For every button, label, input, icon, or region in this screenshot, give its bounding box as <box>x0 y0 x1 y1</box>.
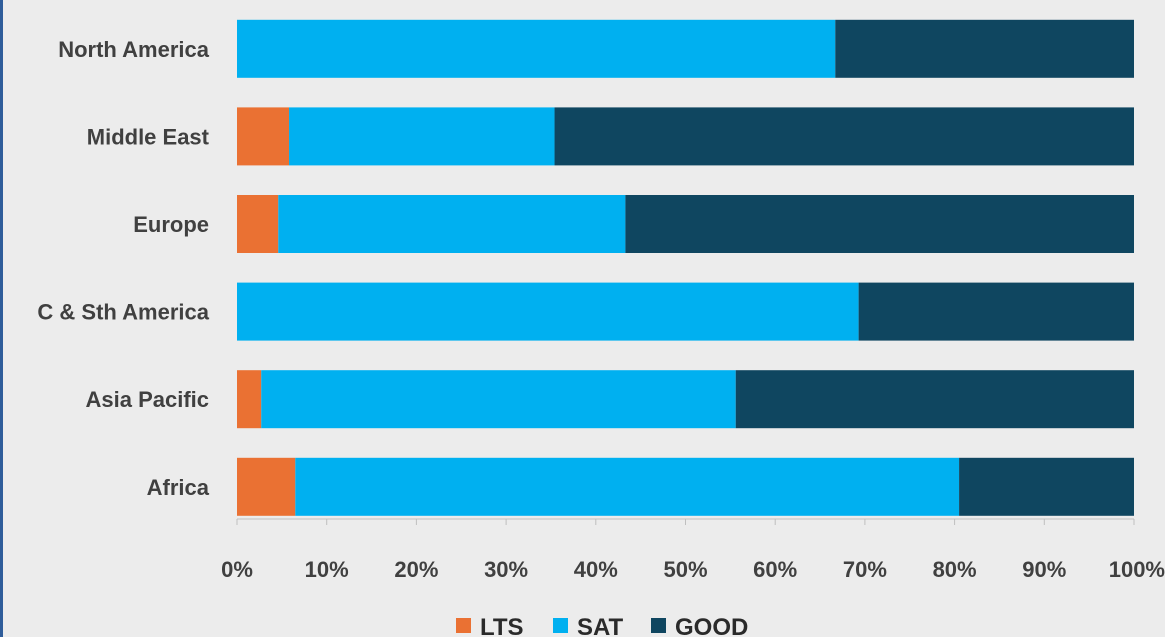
bar-asia-pacific-lts <box>237 370 262 429</box>
bar-middle-east-good <box>554 107 1134 166</box>
bar-c-sth-america-sat <box>237 282 859 341</box>
stacked-bar-chart: North America Middle East Europe C & Sth Am… <box>37 19 1165 637</box>
legend-swatch-good <box>651 618 666 633</box>
legend-label-sat: SAT <box>577 614 624 637</box>
bar-europe-lts <box>237 195 279 253</box>
x-tick-label-2: 20% <box>394 557 438 582</box>
bar-africa-good <box>959 457 1134 516</box>
legend-swatch-sat <box>553 618 568 633</box>
x-tick-label-7: 70% <box>843 557 887 582</box>
category-label-africa: Africa <box>147 475 210 500</box>
category-label-north-america: North America <box>58 37 210 62</box>
bar-asia-pacific-good <box>735 370 1134 429</box>
x-tick-label-9: 90% <box>1022 557 1066 582</box>
bar-middle-east-sat <box>289 107 555 166</box>
bar-europe-sat <box>278 195 626 253</box>
bar-north-america-good <box>835 19 1134 78</box>
category-label-middle-east: Middle East <box>87 124 210 149</box>
legend-label-good: GOOD <box>675 614 748 637</box>
bar-africa-sat <box>295 457 960 516</box>
legend-swatch-lts <box>456 618 471 633</box>
x-tick-label-4: 40% <box>574 557 618 582</box>
category-label-europe: Europe <box>133 212 209 237</box>
x-tick-label-5: 50% <box>663 557 707 582</box>
category-label-c-sth-america: C & Sth America <box>37 300 209 325</box>
x-tick-label-8: 80% <box>933 557 977 582</box>
bar-middle-east-lts <box>237 107 290 166</box>
bar-asia-pacific-sat <box>261 370 736 429</box>
x-tick-label-3: 30% <box>484 557 528 582</box>
bar-africa-lts <box>237 457 296 516</box>
x-tick-label-0: 0% <box>221 557 253 582</box>
x-tick-label-10: 100% <box>1109 557 1165 582</box>
bar-north-america-sat <box>237 19 836 78</box>
x-tick-label-6: 60% <box>753 557 797 582</box>
x-tick-label-1: 10% <box>305 557 349 582</box>
legend-label-lts: LTS <box>480 614 524 637</box>
bar-c-sth-america-good <box>858 282 1134 341</box>
category-label-asia-pacific: Asia Pacific <box>85 387 209 412</box>
bar-europe-good <box>625 195 1134 253</box>
